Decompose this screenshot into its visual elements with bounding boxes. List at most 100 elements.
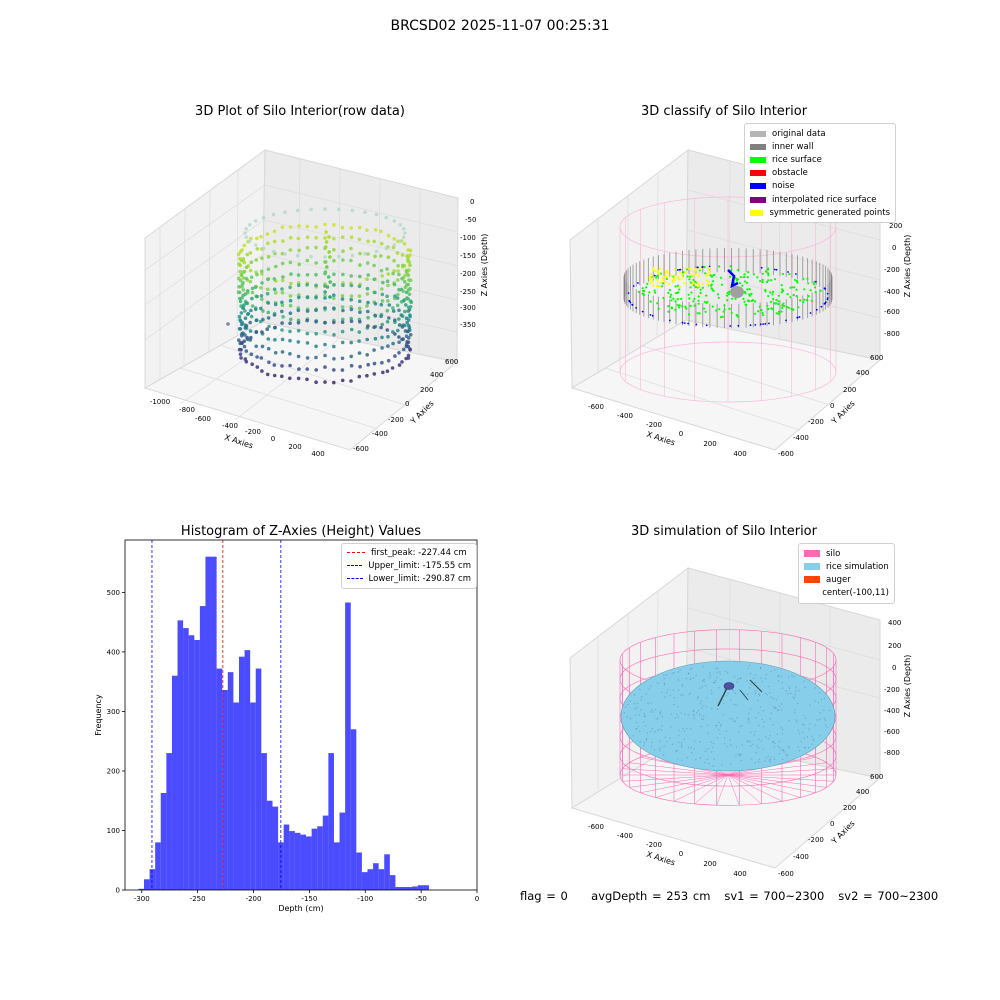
rice-point — [802, 723, 804, 726]
y-tick: -600 — [353, 445, 369, 453]
rice-point — [819, 712, 821, 714]
rice-surface-point — [641, 287, 644, 290]
rice-surface-point — [793, 286, 796, 289]
raw-plot-title: 3D Plot of Silo Interior(row data) — [195, 104, 405, 119]
rice-surface-point — [736, 315, 739, 318]
point — [297, 248, 302, 253]
rice-point — [642, 721, 645, 723]
point — [289, 272, 293, 276]
histogram-bar — [233, 702, 239, 890]
point — [305, 258, 310, 263]
symmetric-point — [657, 285, 661, 288]
rice-point — [747, 718, 750, 720]
rice-point — [783, 751, 785, 753]
point — [314, 331, 319, 336]
rice-point — [712, 765, 714, 767]
rice-point — [681, 685, 684, 687]
point — [341, 272, 345, 277]
rice-surface-point — [752, 273, 756, 276]
x-tick-label: -100 — [357, 895, 373, 903]
rice-point — [788, 745, 790, 748]
point — [288, 338, 292, 343]
point — [280, 303, 285, 308]
rice-point — [647, 702, 649, 704]
noise-point — [824, 301, 827, 304]
point — [325, 285, 330, 289]
point — [273, 302, 278, 307]
point — [305, 331, 310, 336]
rice-point — [686, 727, 688, 730]
rice-point — [766, 694, 768, 696]
point — [406, 336, 411, 340]
point — [305, 245, 310, 250]
silo-spoke — [727, 774, 834, 782]
histogram-bar — [417, 885, 424, 890]
noise-point — [737, 324, 740, 327]
rice-point — [686, 757, 688, 759]
point — [260, 369, 264, 373]
rice-surface-point — [718, 308, 721, 311]
rice-surface-point — [693, 304, 696, 307]
symmetric-point — [667, 272, 670, 275]
rice-point — [776, 733, 778, 735]
point — [365, 337, 370, 342]
classified-point-cloud — [619, 196, 837, 403]
rice-point — [778, 740, 781, 743]
point — [340, 225, 345, 230]
legend-label: interpolated rice surface — [772, 194, 877, 205]
rice-point — [639, 741, 641, 743]
point — [397, 323, 402, 327]
rice-point — [638, 714, 640, 716]
x-tick-label: -250 — [190, 895, 206, 903]
point — [324, 240, 329, 244]
rice-point — [702, 666, 704, 668]
point — [408, 263, 412, 268]
noise-point — [796, 316, 799, 319]
rice-surface-point — [697, 299, 700, 302]
silo-spoke — [629, 774, 729, 788]
silo-spoke — [727, 774, 816, 794]
rice-point — [746, 693, 749, 695]
point — [340, 356, 345, 361]
rice-point — [773, 746, 775, 748]
rice-surface-point — [791, 308, 795, 311]
rice-point — [738, 689, 740, 691]
point — [273, 291, 278, 295]
y-tick: -400 — [793, 434, 809, 442]
point — [267, 324, 271, 329]
rice-surface-point — [693, 297, 696, 300]
rice-point — [678, 741, 680, 743]
point — [397, 272, 401, 277]
rice-point — [774, 669, 776, 671]
point — [314, 225, 319, 229]
rice-surface-point — [743, 275, 746, 279]
point — [280, 350, 285, 354]
noise-point — [785, 319, 787, 322]
rice-surface-point — [751, 299, 755, 302]
rice-point — [733, 704, 735, 706]
point — [365, 373, 369, 378]
z-tick: -250 — [460, 288, 476, 296]
rice-surface-point — [716, 293, 720, 296]
point — [397, 351, 401, 355]
point — [332, 237, 336, 241]
point — [314, 319, 318, 324]
point — [323, 293, 327, 298]
rice-surface-point — [738, 282, 742, 285]
rice-surface-point — [693, 280, 697, 283]
point — [295, 208, 300, 213]
rice-surface-point — [641, 292, 644, 295]
point — [265, 372, 270, 377]
rice-surface-point — [745, 303, 748, 306]
point — [237, 285, 241, 289]
point — [403, 309, 407, 314]
rice-point — [706, 758, 708, 760]
rice-point — [778, 753, 780, 755]
z-tick: -800 — [884, 749, 900, 757]
symmetric-point — [690, 273, 693, 277]
point — [261, 215, 266, 220]
rice-point — [814, 724, 816, 726]
rice-surface-point — [676, 284, 680, 287]
rice-point — [699, 687, 701, 689]
symmetric-point — [708, 267, 711, 270]
